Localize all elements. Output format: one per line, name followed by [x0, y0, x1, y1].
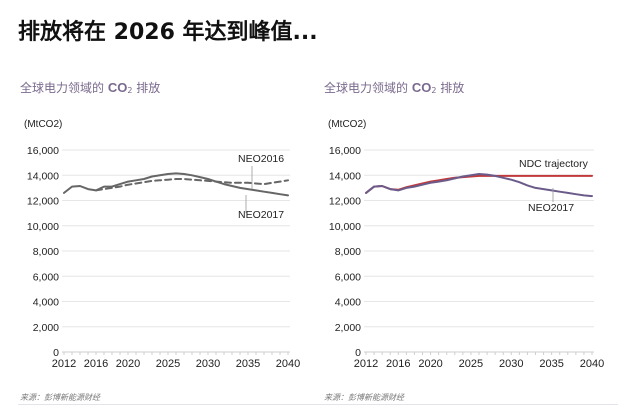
- right-chart-title-co: CO: [411, 80, 432, 95]
- right-y-tick-label: 16,000: [329, 145, 361, 157]
- left-source-note: 来源：彭博新能源财经: [20, 393, 100, 402]
- left-series-neo2017: [63, 172, 289, 197]
- right-y-tick-label: 2,000: [335, 322, 361, 334]
- left-x-tick-label: 2035: [236, 358, 260, 370]
- left-series-neo2016: [95, 178, 289, 192]
- bottom-divider: [18, 404, 618, 405]
- left-x-tick-label: 2040: [276, 358, 300, 370]
- left-chart-title-sub: 2: [127, 86, 133, 95]
- left-annotation-label: NEO2016: [238, 153, 284, 165]
- right-y-tick-label: 10,000: [329, 221, 361, 233]
- right-chart: (MtCO2) 0 2,000 4,000 6,000 8,000 10,000 12,000…: [328, 119, 604, 370]
- left-chart-title: 全球电力领域的 CO2 排放: [20, 79, 160, 96]
- left-chart: (MtCO2) 0 2,000 4,000 6,000 8,000 10,000 12,000…: [24, 119, 300, 370]
- right-x-tick-label: 2016: [386, 358, 410, 370]
- right-annotation-label: NDC trajectory: [519, 158, 589, 170]
- left-y-tick-label: 4,000: [33, 297, 59, 309]
- right-y-tick-label: 6,000: [335, 271, 361, 283]
- right-source-note: 来源：彭博新能源财经: [324, 393, 404, 402]
- left-y-tick-label: 14,000: [27, 170, 59, 182]
- left-x-tick-label: 2030: [196, 358, 220, 370]
- right-chart-title-sub: 2: [431, 86, 437, 95]
- page-title: 排放将在 2026 年达到峰值...: [18, 20, 318, 45]
- right-chart-title-suffix: 排放: [436, 81, 465, 95]
- right-x-tick-label: 2020: [418, 358, 442, 370]
- right-y-tick-label: 4,000: [335, 297, 361, 309]
- left-x-tick-label: 2016: [84, 358, 108, 370]
- left-y-tick-label: 8,000: [33, 246, 59, 258]
- left-y-axis-label: (MtCO2): [24, 119, 62, 130]
- left-x-tick-label: 2012: [52, 358, 76, 370]
- left-y-tick-label: 12,000: [27, 196, 59, 208]
- left-chart-title-co: CO: [107, 80, 128, 95]
- right-y-tick-label: 12,000: [329, 196, 361, 208]
- left-y-tick-label: 0: [53, 347, 59, 359]
- right-chart-title: 全球电力领域的 CO2 排放: [324, 79, 464, 96]
- left-y-tick-label: 2,000: [33, 322, 59, 334]
- right-x-tick-label: 2040: [580, 358, 604, 370]
- right-y-tick-label: 14,000: [329, 170, 361, 182]
- right-annotation-label: NEO2017: [528, 202, 574, 214]
- right-y-tick-label: 8,000: [335, 246, 361, 258]
- left-x-tick-label: 2025: [156, 358, 180, 370]
- right-y-tick-label: 0: [355, 347, 361, 359]
- left-annotation-label: NEO2017: [238, 209, 284, 221]
- right-y-axis-label: (MtCO2): [328, 119, 366, 130]
- left-y-tick-label: 16,000: [27, 145, 59, 157]
- left-y-tick-label: 10,000: [27, 221, 59, 233]
- left-x-tick-label: 2020: [116, 358, 140, 370]
- left-chart-title-suffix: 排放: [132, 81, 161, 95]
- left-chart-title-prefix: 全球电力领域的: [20, 81, 108, 95]
- right-chart-title-prefix: 全球电力领域的: [324, 81, 412, 95]
- right-x-tick-label: 2030: [499, 358, 523, 370]
- right-x-tick-label: 2035: [539, 358, 563, 370]
- left-y-tick-label: 6,000: [33, 271, 59, 283]
- right-x-tick-label: 2012: [354, 358, 378, 370]
- right-x-tick-label: 2025: [459, 358, 483, 370]
- right-series-neo2017: [365, 173, 593, 198]
